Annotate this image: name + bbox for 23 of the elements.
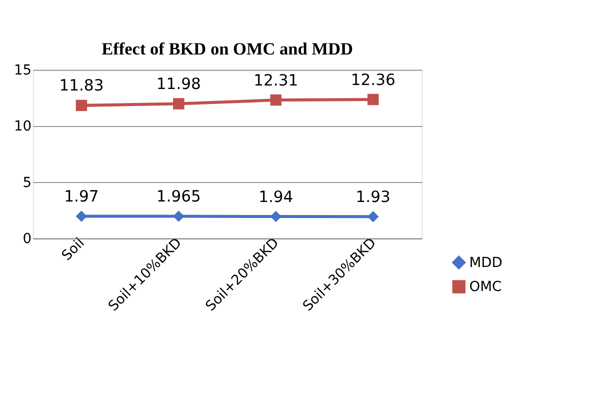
point <box>76 100 88 112</box>
x-tick-label: Soil <box>58 235 88 264</box>
legend-label: MDD <box>469 254 502 271</box>
y-tick-label: 10 <box>14 118 32 135</box>
point <box>173 98 184 110</box>
y-tick-label: 15 <box>14 62 32 79</box>
point <box>173 210 184 222</box>
point <box>367 211 379 222</box>
point <box>367 94 379 106</box>
data-label: 12.36 <box>350 70 396 89</box>
data-label: 1.93 <box>356 188 390 206</box>
data-label: 12.31 <box>254 71 298 90</box>
data-label: 11.98 <box>156 75 201 94</box>
y-tick-label: 5 <box>22 174 32 191</box>
y-tick-label: 0 <box>22 231 32 248</box>
data-label: 1.965 <box>156 188 201 206</box>
chart-title: Effect of BKD on OMC and MDD <box>102 39 353 58</box>
data-label: 1.97 <box>64 188 99 206</box>
point <box>76 210 88 222</box>
legend-label: OMC <box>469 279 502 296</box>
data-label: 11.83 <box>59 76 104 95</box>
data-label: 1.94 <box>258 188 294 206</box>
point <box>270 94 282 106</box>
